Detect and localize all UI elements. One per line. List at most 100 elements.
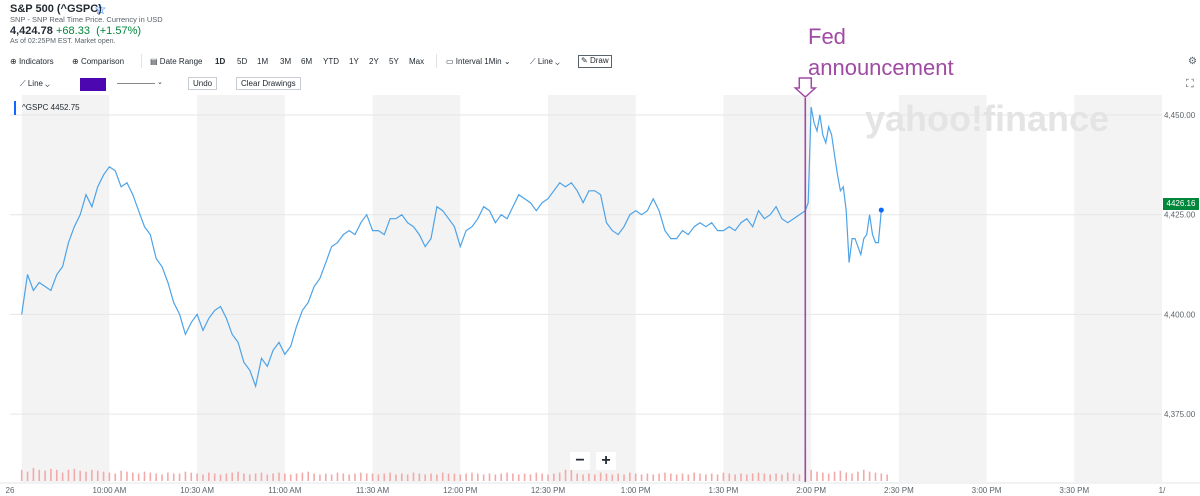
- volume-bar: [851, 473, 853, 481]
- range-ytd[interactable]: YTD: [323, 57, 339, 66]
- volume-bar: [459, 474, 462, 481]
- volume-bar: [839, 470, 842, 481]
- fullscreen-icon[interactable]: ⛶: [1186, 78, 1194, 90]
- volume-bar: [213, 473, 216, 481]
- volume-bar: [547, 474, 549, 481]
- volume-bar: [553, 473, 555, 481]
- volume-bar: [810, 469, 812, 481]
- zoom-in-button[interactable]: +: [596, 452, 616, 470]
- volume-bar: [576, 473, 579, 481]
- pencil-icon: ✎: [581, 56, 588, 65]
- color-swatch[interactable]: [80, 78, 106, 91]
- volume-bar: [617, 473, 619, 481]
- volume-bar: [231, 472, 234, 481]
- volume-bar: [61, 472, 64, 481]
- range-5y[interactable]: 5Y: [389, 57, 399, 66]
- half-hour-band: [197, 95, 285, 482]
- volume-bar: [395, 474, 397, 481]
- x-tick-label: 11:00 AM: [268, 486, 302, 495]
- volume-bar: [301, 472, 304, 481]
- volume-bar: [342, 473, 345, 481]
- volume-bar: [114, 473, 117, 481]
- range-1d[interactable]: 1D: [215, 57, 226, 66]
- volume-bar: [371, 473, 374, 481]
- volume-bar: [629, 472, 631, 481]
- volume-bar: [284, 473, 286, 481]
- range-2y[interactable]: 2Y: [369, 57, 379, 66]
- range-1m[interactable]: 1M: [257, 57, 269, 66]
- volume-bar: [447, 473, 450, 481]
- x-tick-label: 2:30 PM: [884, 486, 914, 495]
- volume-bar: [640, 474, 643, 481]
- volume-bar: [67, 469, 70, 481]
- range-max[interactable]: Max: [409, 57, 425, 66]
- calendar-icon: ▤: [150, 57, 158, 66]
- yahoo-finance-watermark: yahoo!finance: [865, 98, 1109, 139]
- volume-bar: [137, 473, 140, 481]
- line-style-select[interactable]: [117, 83, 155, 84]
- volume-bar: [500, 473, 503, 481]
- chevron-down-icon[interactable]: ⌄: [157, 79, 163, 86]
- current-price: 4,424.78: [10, 25, 53, 37]
- volume-bar: [652, 474, 655, 481]
- volume-bar: [523, 473, 526, 481]
- volume-bar: [751, 473, 754, 481]
- y-tick-label: 4,425.00: [1164, 211, 1196, 220]
- volume-bar: [453, 473, 456, 481]
- volume-bar: [389, 472, 391, 481]
- down-arrow-icon: [793, 77, 818, 99]
- volume-bar: [517, 474, 520, 481]
- volume-bar: [406, 474, 409, 481]
- zoom-out-button[interactable]: −: [570, 452, 590, 470]
- range-3m[interactable]: 3M: [280, 57, 292, 66]
- range-5d[interactable]: 5D: [237, 57, 248, 66]
- range-6m[interactable]: 6M: [301, 57, 313, 66]
- volume-bar: [91, 469, 93, 481]
- volume-bar: [26, 471, 29, 481]
- x-tick-label: 3:00 PM: [972, 486, 1002, 495]
- volume-bar: [436, 474, 438, 481]
- volume-bar: [740, 473, 742, 481]
- comparison-button[interactable]: ⊕ Comparison: [72, 57, 125, 66]
- plus-circle-icon: ⊕: [10, 57, 17, 66]
- indicators-button[interactable]: ⊕ Indicators: [10, 57, 54, 66]
- volume-bar: [716, 474, 719, 481]
- volume-bar: [161, 474, 163, 481]
- volume-bar: [857, 471, 859, 481]
- interval-button[interactable]: ▭ Interval 1Min ⌄: [446, 57, 511, 66]
- chart-type-button[interactable]: ⟋ Line ⌄: [530, 57, 560, 66]
- volume-bar: [149, 472, 152, 481]
- gear-icon[interactable]: ⚙: [1188, 56, 1197, 67]
- volume-bar: [155, 473, 157, 481]
- half-hour-band: [1074, 95, 1162, 482]
- date-range-button[interactable]: ▤ Date Range: [150, 57, 203, 66]
- volume-bar: [243, 473, 245, 481]
- volume-bar: [822, 472, 824, 481]
- volume-bar: [237, 471, 239, 481]
- volume-bar: [646, 473, 649, 481]
- volume-bar: [383, 473, 386, 481]
- star-icon[interactable]: ☆: [94, 1, 107, 17]
- y-tick-label: 4,400.00: [1164, 310, 1196, 319]
- volume-bar: [190, 472, 193, 481]
- price-change: +68.33 (+1.57%): [56, 25, 142, 37]
- volume-bar: [260, 472, 263, 481]
- volume-bar: [488, 473, 491, 481]
- volume-bar: [512, 473, 514, 481]
- volume-bar: [272, 473, 274, 481]
- interval-icon: ▭: [446, 57, 454, 66]
- range-1y[interactable]: 1Y: [349, 57, 359, 66]
- volume-bar: [506, 472, 508, 481]
- volume-bar: [541, 473, 543, 481]
- draw-button[interactable]: ✎ Draw: [578, 55, 612, 68]
- volume-bar: [816, 471, 818, 481]
- undo-button[interactable]: Undo: [188, 77, 218, 90]
- volume-bar: [658, 473, 660, 481]
- line-tool-select[interactable]: ⟋ Line ⌄: [20, 79, 50, 88]
- volume-bar: [693, 472, 695, 481]
- volume-bar: [874, 472, 877, 481]
- volume-bar: [593, 474, 596, 481]
- volume-bar: [289, 474, 292, 481]
- clear-drawings-button[interactable]: Clear Drawings: [236, 77, 301, 90]
